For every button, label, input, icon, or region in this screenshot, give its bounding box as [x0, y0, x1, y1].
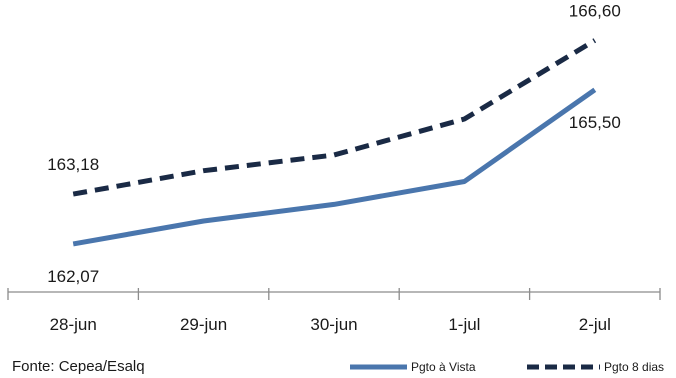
data-label: 163,18 — [47, 155, 99, 174]
x-tick-label: 1-jul — [448, 315, 480, 334]
series-line-pgto-a-vista — [72, 87, 597, 247]
data-label: 166,60 — [569, 1, 621, 20]
data-label: 162,07 — [47, 267, 99, 286]
x-tick-label: 2-jul — [579, 315, 611, 334]
legend-label: Pgto à Vista — [411, 360, 476, 374]
data-label: 165,50 — [569, 113, 621, 132]
series-layer — [72, 38, 597, 247]
x-tick-label: 29-jun — [180, 315, 227, 334]
legend-label: Pgto 8 dias — [604, 360, 664, 374]
x-tick-label: 30-jun — [310, 315, 357, 334]
data-labels: 163,18 162,07 166,60 165,50 — [47, 1, 621, 286]
source-note: Fonte: Cepea/Esalq — [12, 358, 145, 375]
x-tick-label: 28-jun — [50, 315, 97, 334]
series-line-pgto-8-dias — [72, 38, 597, 197]
legend: Pgto à Vista Pgto 8 dias — [350, 360, 664, 374]
x-axis: 28-jun 29-jun 30-jun 1-jul 2-jul — [7, 288, 661, 334]
